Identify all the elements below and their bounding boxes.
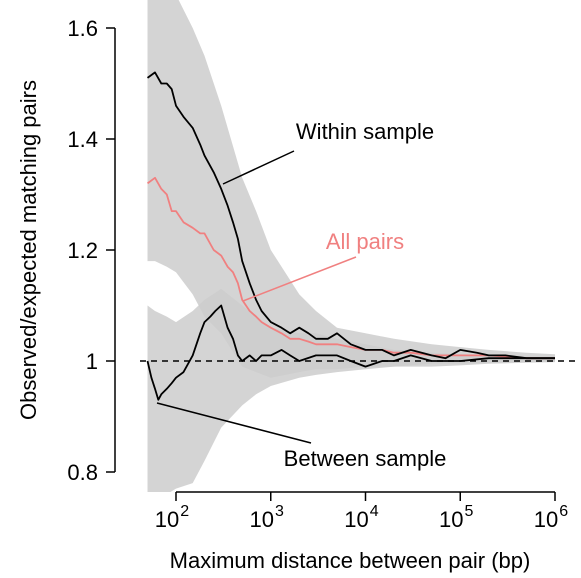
x-tick-label-3: 105 (439, 503, 473, 532)
y-tick-label-1: 1 (86, 349, 98, 374)
annotation-leader-0 (222, 150, 295, 185)
series-line-1 (146, 176, 555, 360)
x-axis-title: Maximum distance between pair (bp) (170, 548, 531, 573)
series-lines (146, 71, 555, 401)
x-tick-label-1: 103 (250, 503, 284, 532)
annotation-leader-1 (242, 256, 357, 302)
y-tick-label-4: 1.6 (67, 16, 98, 41)
y-tick-label-2: 1.2 (67, 238, 98, 263)
annotation-label-0: Within sample (296, 119, 434, 144)
axes: 0.8 1 1.2 1.4 1.6 102 103 104 105 106 (67, 16, 568, 532)
x-tick-label-4: 106 (534, 503, 568, 532)
y-axis-title: Observed/expected matching pairs (16, 80, 41, 420)
y-tick-label-0: 0.8 (67, 460, 98, 485)
series-line-0 (146, 71, 555, 360)
annotation-label-2: Between sample (284, 446, 447, 471)
annotation-label-1: All pairs (326, 229, 404, 254)
y-tick-label-3: 1.4 (67, 127, 98, 152)
confidence-band-1 (147, 288, 555, 492)
x-tick-label-2: 104 (344, 503, 378, 532)
x-tick-label-0: 102 (155, 503, 189, 532)
annotations: Within sample All pairs Between sample (156, 119, 447, 471)
annotation-leader-2 (156, 402, 312, 444)
series-line-2 (146, 304, 555, 401)
